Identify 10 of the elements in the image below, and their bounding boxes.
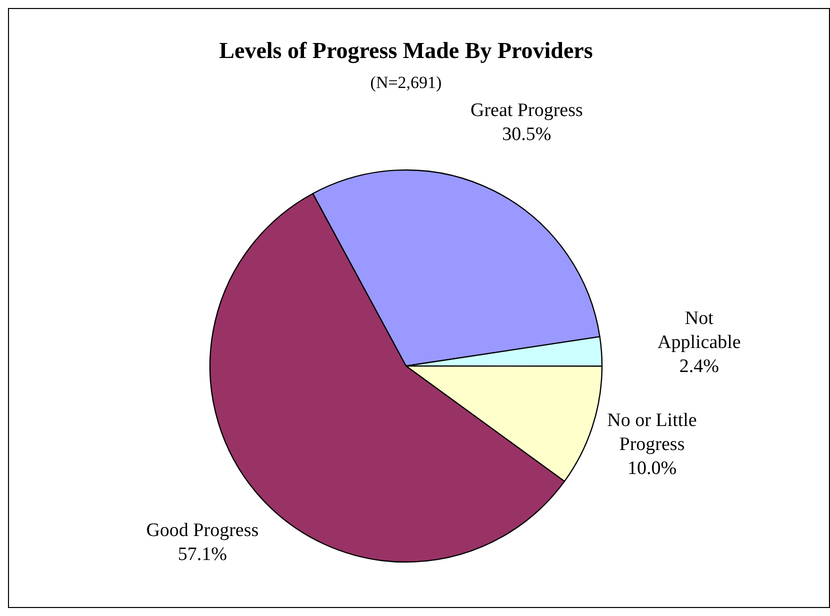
data-label: 10.0%	[627, 458, 677, 480]
chart-subtitle: (N=2,691)	[370, 73, 442, 92]
data-label: 2.4%	[679, 356, 720, 378]
data-label: 57.1%	[178, 544, 228, 566]
slice-label: Great Progress	[470, 100, 583, 122]
chart-title: Levels of Progress Made By Providers	[219, 38, 593, 64]
slice-label: Not Applicable	[658, 308, 741, 354]
data-label: 30.5%	[502, 124, 552, 146]
slice-label: Good Progress	[146, 520, 259, 542]
slice-label: No or Little Progress	[607, 410, 697, 456]
